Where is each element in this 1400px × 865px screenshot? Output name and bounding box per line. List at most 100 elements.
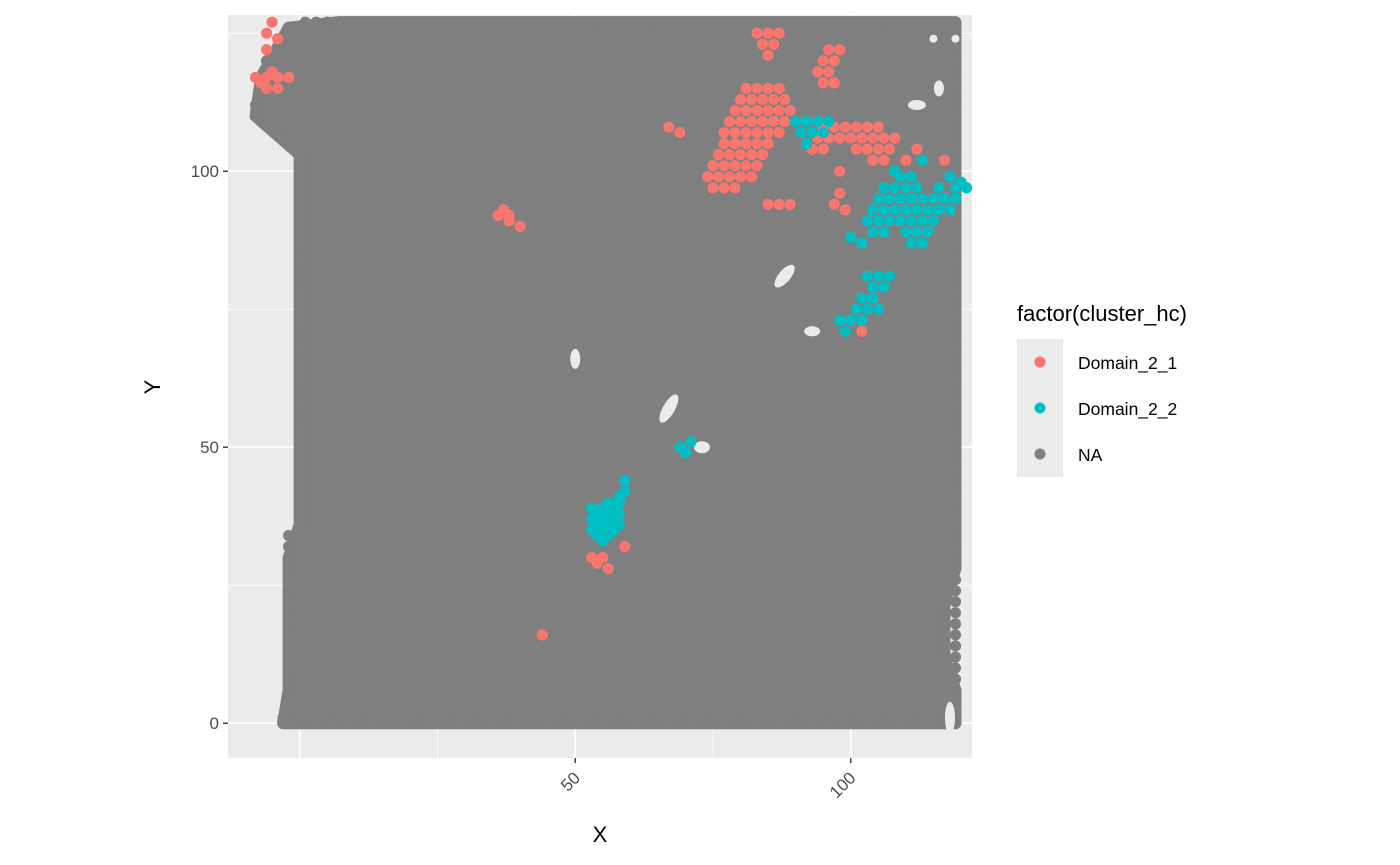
point-domain-2-1: [283, 71, 295, 83]
na-spot: [283, 618, 295, 630]
na-spot: [949, 651, 962, 663]
na-spot: [294, 231, 306, 244]
point-domain-2-2: [944, 204, 956, 216]
point-domain-2-2: [944, 171, 956, 183]
point-domain-2-1: [745, 171, 758, 183]
na-spot: [949, 640, 962, 652]
na-spot: [283, 640, 295, 652]
na-spot: [652, 717, 664, 729]
empty-spot: [570, 348, 581, 369]
na-spot: [508, 16, 521, 28]
na-spot: [861, 717, 873, 729]
point-domain-2-2: [878, 182, 890, 194]
na-spot: [288, 717, 300, 729]
na-spot: [608, 16, 620, 28]
na-spot: [294, 187, 306, 199]
legend: factor(cluster_hc) Domain_2_1 Domain_2_2…: [1017, 301, 1187, 477]
na-spot: [288, 706, 300, 718]
point-domain-2-2: [916, 193, 929, 205]
point-domain-2-2: [889, 204, 901, 216]
na-spot: [564, 16, 576, 28]
point-domain-2-2: [916, 154, 929, 166]
point-domain-2-1: [674, 126, 686, 139]
na-spot: [861, 16, 873, 28]
point-domain-2-2: [916, 237, 929, 249]
point-domain-2-1: [272, 82, 284, 95]
x-tick-label: 100: [826, 768, 859, 801]
na-spot: [442, 717, 455, 729]
na-spot: [321, 717, 333, 729]
na-spot: [949, 695, 962, 707]
na-spot: [299, 16, 311, 28]
na-spot: [839, 717, 851, 729]
point-domain-2-1: [514, 220, 526, 233]
na-spot: [949, 474, 962, 486]
point-domain-2-1: [762, 27, 774, 39]
point-domain-2-1: [900, 154, 912, 166]
point-domain-2-1: [723, 171, 736, 183]
na-spot: [272, 44, 284, 56]
point-domain-2-1: [745, 93, 758, 106]
point-domain-2-1: [768, 38, 780, 50]
point-domain-2-2: [900, 204, 912, 216]
na-spot: [949, 408, 962, 420]
na-spot: [916, 717, 929, 729]
na-spot: [718, 717, 730, 729]
point-domain-2-1: [861, 121, 873, 133]
axis-ticks: [223, 170, 852, 763]
point-domain-2-1: [718, 138, 730, 150]
point-domain-2-2: [872, 303, 884, 315]
na-spot: [398, 717, 410, 729]
point-domain-2-1: [266, 16, 278, 28]
point-domain-2-1: [762, 82, 774, 95]
point-domain-2-1: [762, 138, 774, 150]
na-spot: [387, 717, 399, 729]
na-spot: [949, 143, 962, 155]
na-spot: [949, 342, 962, 354]
na-spot: [949, 364, 962, 376]
point-domain-2-1: [773, 198, 785, 210]
point-domain-2-2: [878, 226, 890, 238]
na-spot: [949, 585, 962, 597]
legend-title: factor(cluster_hc): [1017, 301, 1187, 326]
na-spot: [283, 684, 295, 696]
na-spot: [949, 463, 962, 475]
na-spot: [283, 540, 295, 553]
point-domain-2-1: [751, 160, 763, 172]
na-spot: [586, 16, 598, 28]
point-domain-2-2: [927, 215, 940, 227]
na-spot: [294, 353, 306, 365]
na-spot: [365, 16, 377, 28]
na-spot: [850, 717, 862, 729]
na-spot: [376, 16, 388, 28]
na-spot: [927, 717, 940, 729]
legend-label-domain-2-2: Domain_2_2: [1078, 399, 1177, 420]
na-spot: [497, 16, 510, 28]
na-spot: [949, 253, 962, 266]
na-spots-texture: [255, 22, 956, 724]
point-domain-2-1: [850, 121, 862, 133]
point-domain-2-2: [933, 204, 945, 216]
legend-key-na: [1034, 448, 1046, 460]
point-domain-2-1: [872, 143, 884, 155]
point-domain-2-2: [905, 171, 917, 183]
na-spot: [283, 574, 295, 586]
na-spot: [531, 16, 543, 28]
na-spot: [949, 154, 962, 166]
point-domain-2-2: [889, 165, 901, 177]
na-spot: [696, 16, 708, 28]
na-spot: [883, 717, 895, 729]
na-spot: [387, 16, 399, 28]
na-spot: [294, 397, 306, 409]
na-spot: [872, 717, 884, 729]
na-spot: [619, 16, 631, 28]
point-domain-2-1: [701, 171, 714, 183]
na-spot: [949, 55, 962, 67]
na-spot: [608, 717, 620, 729]
na-spot: [828, 16, 840, 28]
point-domain-2-1: [503, 215, 515, 227]
na-spot: [916, 16, 929, 28]
point-domain-2-2: [861, 270, 873, 282]
point-domain-2-1: [712, 149, 725, 161]
na-spot: [685, 16, 697, 28]
